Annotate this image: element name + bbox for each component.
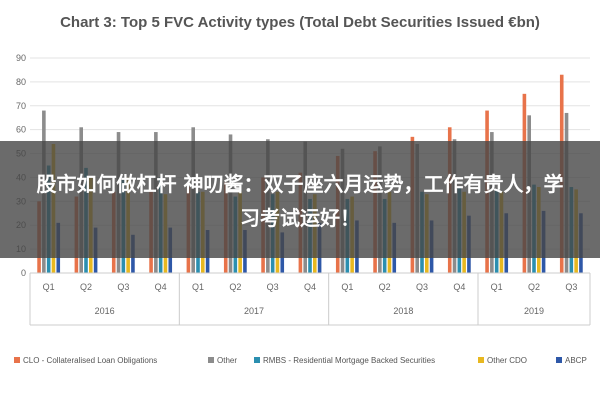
x-tick-label: Q2: [379, 282, 391, 292]
legend-label: RMBS - Residential Mortgage Backed Secur…: [263, 356, 435, 365]
y-tick-label: 80: [16, 77, 26, 87]
chart-title: Chart 3: Top 5 FVC Activity types (Total…: [60, 14, 540, 31]
year-label: 2018: [393, 306, 413, 316]
legend-swatch: [556, 357, 562, 363]
y-tick-label: 0: [21, 268, 26, 278]
overlay-banner: 股市如何做杠杆 神叨酱：双子座六月运势，工作有贵人，学习考试运好！: [0, 141, 600, 258]
legend-swatch: [14, 357, 20, 363]
y-tick-label: 70: [16, 101, 26, 111]
legend-label: ABCP: [565, 356, 587, 365]
x-tick-label: Q4: [155, 282, 167, 292]
legend-label: Other: [217, 356, 237, 365]
x-tick-label: Q3: [416, 282, 428, 292]
legend-swatch: [208, 357, 214, 363]
year-label: 2016: [95, 306, 115, 316]
legend-label: CLO - Collateralised Loan Obligations: [23, 356, 157, 365]
x-tick-label: Q1: [491, 282, 503, 292]
x-tick-label: Q1: [192, 282, 204, 292]
x-tick-label: Q1: [341, 282, 353, 292]
x-tick-label: Q2: [80, 282, 92, 292]
x-tick-label: Q1: [43, 282, 55, 292]
x-tick-label: Q4: [453, 282, 465, 292]
x-tick-label: Q2: [229, 282, 241, 292]
x-tick-label: Q4: [304, 282, 316, 292]
legend-swatch: [254, 357, 260, 363]
legend-label: Other CDO: [487, 356, 527, 365]
x-tick-label: Q3: [267, 282, 279, 292]
x-tick-label: Q2: [528, 282, 540, 292]
overlay-text: 股市如何做杠杆 神叨酱：双子座六月运势，工作有贵人，学习考试运好！: [36, 172, 564, 230]
year-label: 2019: [524, 306, 544, 316]
legend-swatch: [478, 357, 484, 363]
y-tick-label: 60: [16, 125, 26, 135]
x-tick-label: Q3: [565, 282, 577, 292]
y-tick-label: 90: [16, 53, 26, 63]
year-label: 2017: [244, 306, 264, 316]
x-tick-label: Q3: [117, 282, 129, 292]
